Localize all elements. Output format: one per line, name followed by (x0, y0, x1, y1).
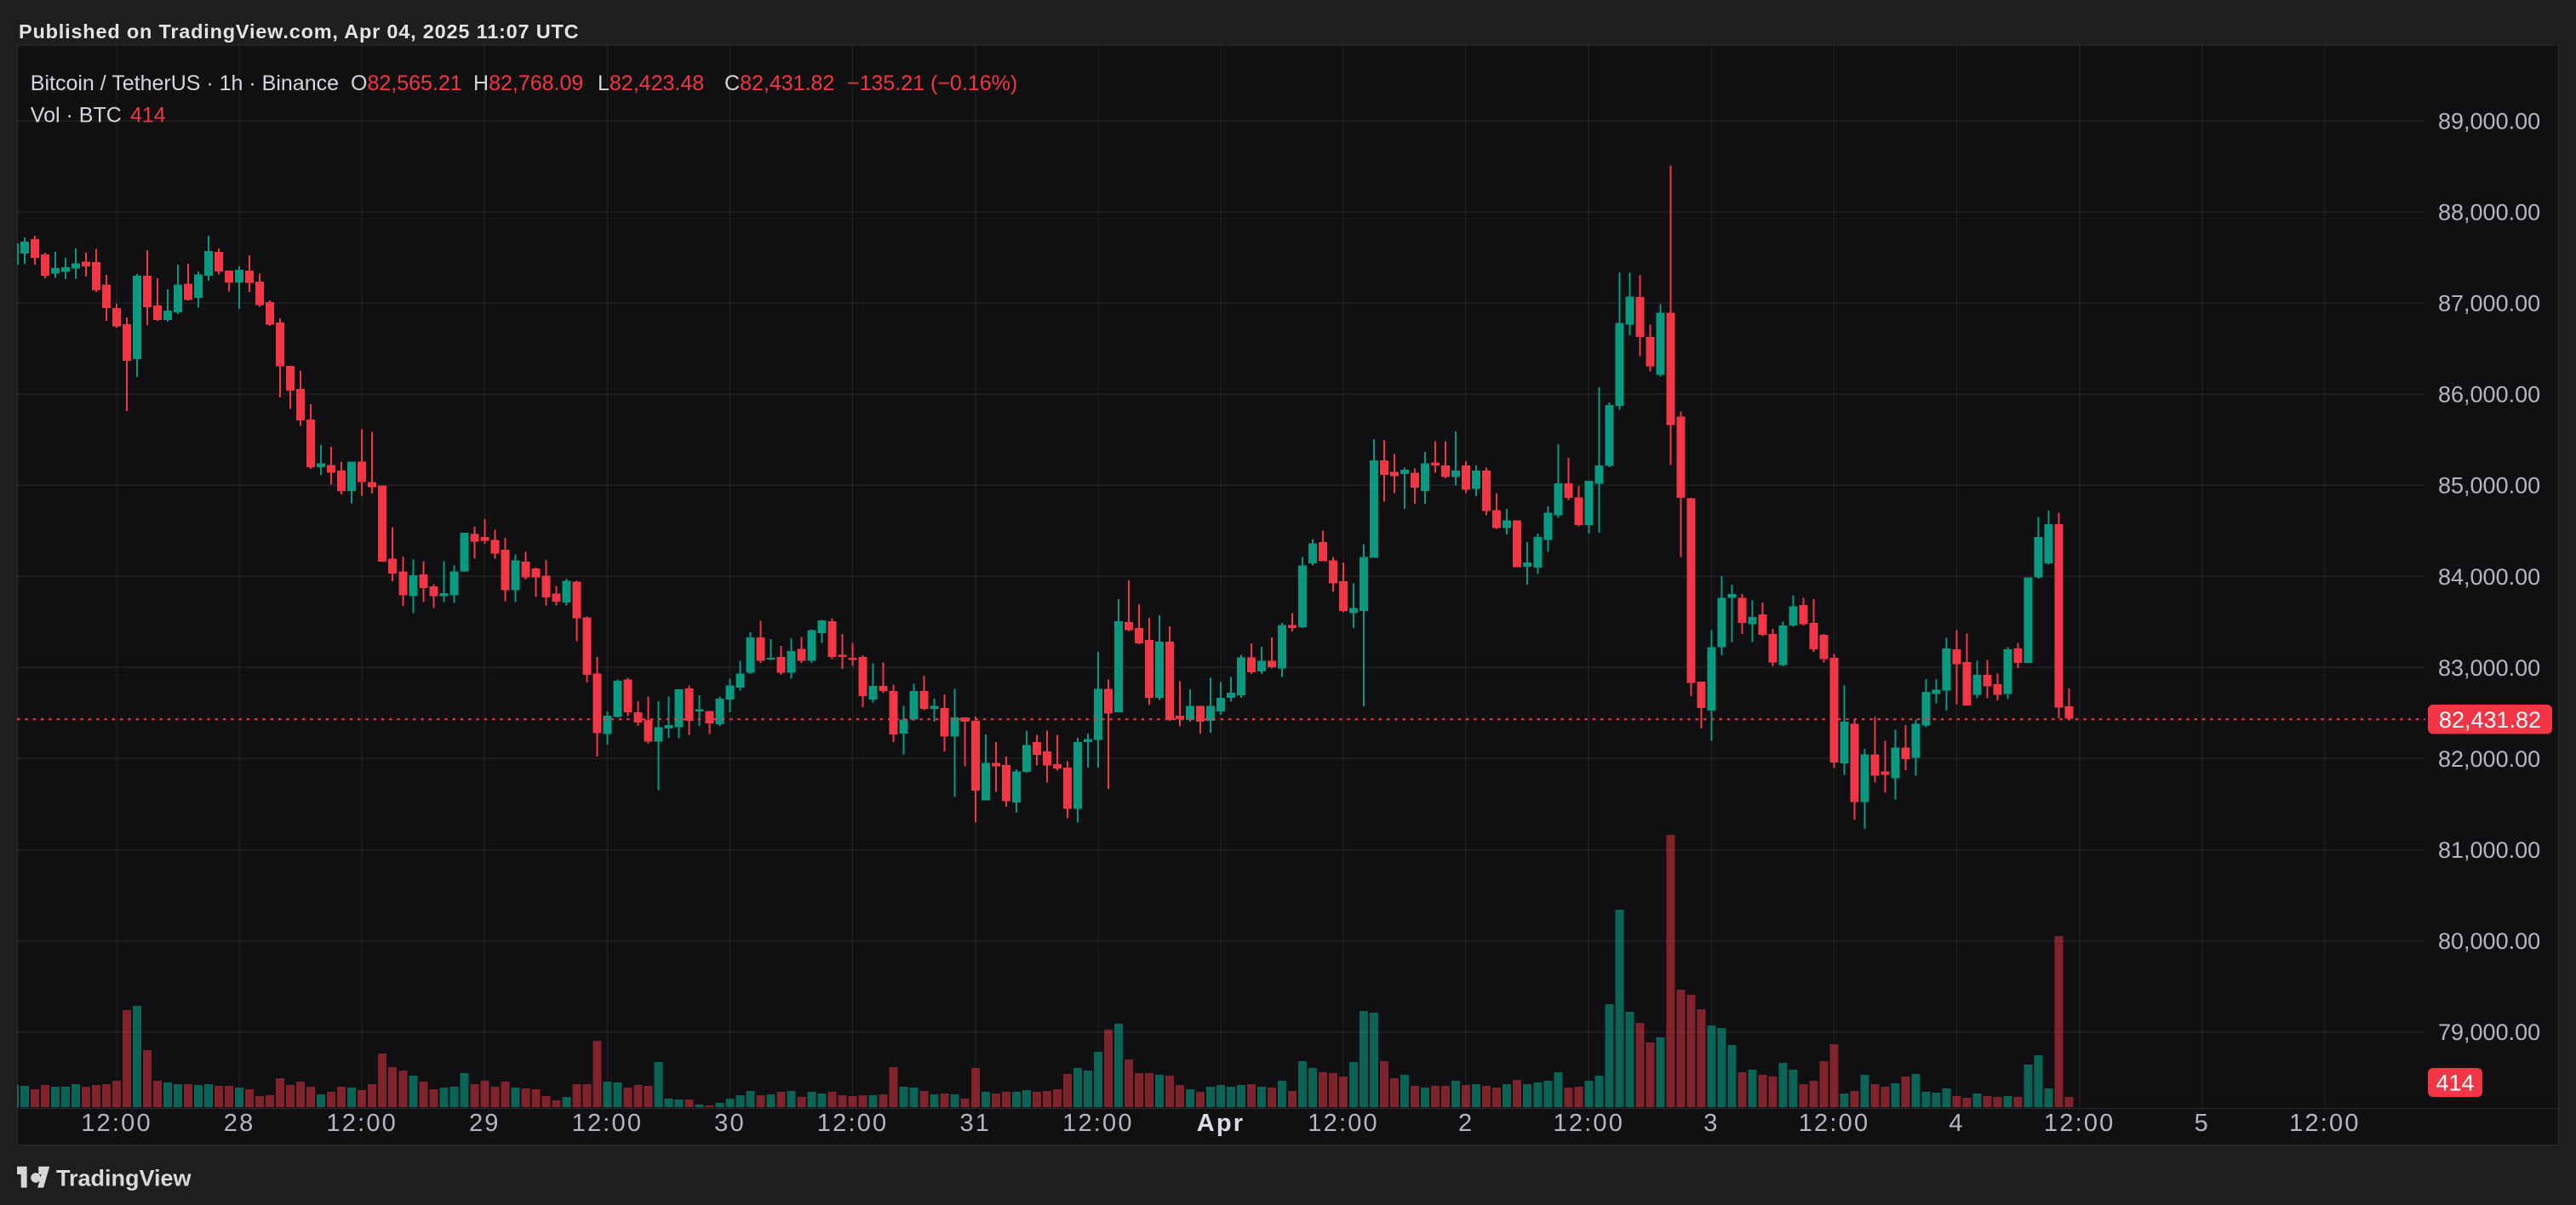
svg-text:414: 414 (2436, 1071, 2474, 1096)
svg-text:TradingView: TradingView (56, 1166, 192, 1191)
svg-text:3: 3 (1703, 1110, 1719, 1137)
svg-text:82,000.00: 82,000.00 (2438, 746, 2540, 772)
svg-text:84,000.00: 84,000.00 (2438, 564, 2540, 590)
svg-text:5: 5 (2195, 1110, 2210, 1137)
svg-text:Bitcoin / TetherUS · 1h · Bina: Bitcoin / TetherUS · 1h · Binance O82,565… (31, 71, 1017, 95)
svg-text:29: 29 (469, 1110, 501, 1137)
svg-text:12:00: 12:00 (572, 1110, 644, 1137)
svg-text:12:00: 12:00 (81, 1110, 152, 1137)
svg-text:79,000.00: 79,000.00 (2438, 1019, 2540, 1045)
svg-text:85,000.00: 85,000.00 (2438, 473, 2540, 499)
svg-text:31: 31 (959, 1110, 991, 1137)
svg-text:89,000.00: 89,000.00 (2438, 109, 2540, 134)
svg-text:4: 4 (1949, 1110, 1964, 1137)
svg-text:88,000.00: 88,000.00 (2438, 200, 2540, 226)
svg-text:12:00: 12:00 (326, 1110, 398, 1137)
svg-text:2: 2 (1458, 1110, 1474, 1137)
svg-text:86,000.00: 86,000.00 (2438, 382, 2540, 408)
svg-text:81,000.00: 81,000.00 (2438, 837, 2540, 863)
svg-text:12:00: 12:00 (2044, 1110, 2115, 1137)
svg-text:12:00: 12:00 (1308, 1110, 1379, 1137)
svg-text:12:00: 12:00 (817, 1110, 889, 1137)
svg-text:12:00: 12:00 (2289, 1110, 2361, 1137)
svg-text:Apr: Apr (1197, 1110, 1245, 1137)
svg-text:87,000.00: 87,000.00 (2438, 291, 2540, 317)
svg-text:82,431.82: 82,431.82 (2439, 707, 2541, 733)
svg-text:12:00: 12:00 (1554, 1110, 1625, 1137)
svg-text:30: 30 (714, 1110, 746, 1137)
svg-text:28: 28 (224, 1110, 255, 1137)
svg-text:80,000.00: 80,000.00 (2438, 928, 2540, 954)
svg-text:83,000.00: 83,000.00 (2438, 655, 2540, 681)
svg-text:12:00: 12:00 (1062, 1110, 1134, 1137)
svg-text:12:00: 12:00 (1799, 1110, 1870, 1137)
svg-text:Published on TradingView.com,: Published on TradingView.com, Apr 04, 20… (19, 20, 579, 43)
